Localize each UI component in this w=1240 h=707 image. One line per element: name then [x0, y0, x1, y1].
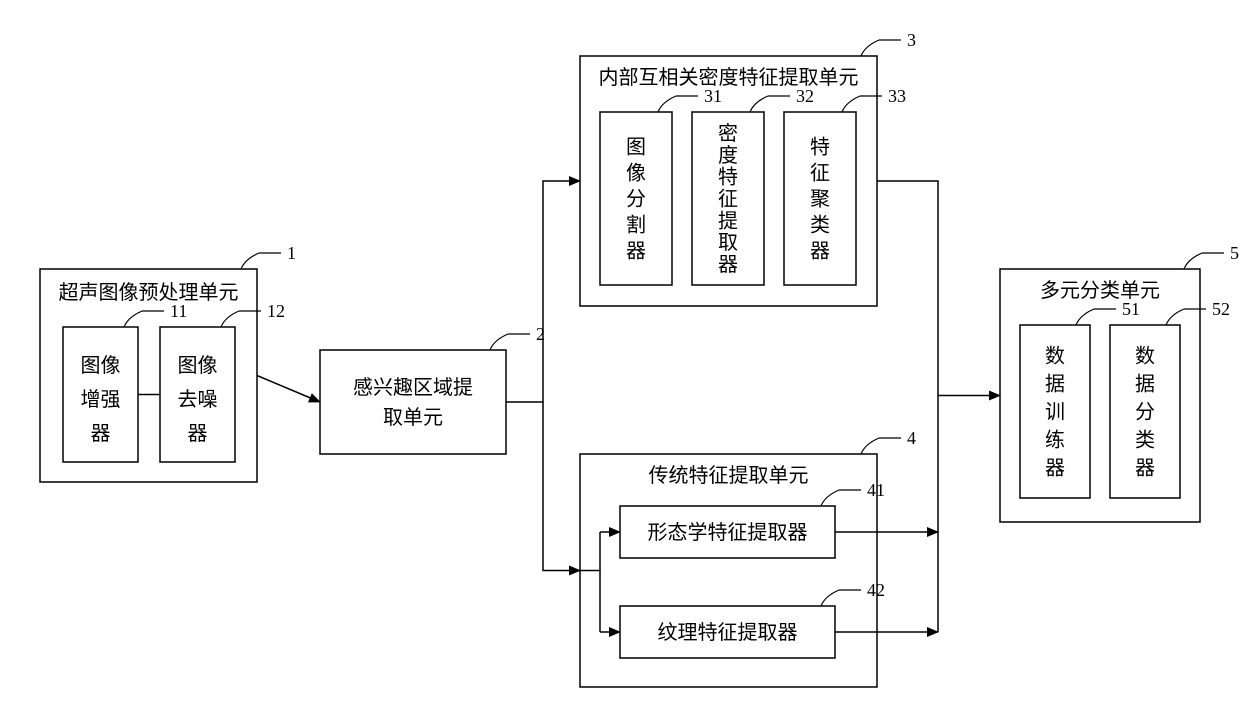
sub-31-leader — [658, 96, 676, 112]
sub-41-ref: 41 — [867, 480, 885, 500]
sub-31-ref: 31 — [704, 86, 722, 106]
svg-text:分: 分 — [1135, 401, 1155, 424]
svg-text:据: 据 — [1135, 373, 1155, 396]
sub-11-leader — [124, 311, 142, 327]
conn-3-5 — [877, 181, 1000, 396]
svg-text:割: 割 — [626, 214, 646, 237]
sub-12-label: 图像去噪器 — [178, 354, 218, 445]
unit-5-ref: 5 — [1230, 243, 1239, 263]
svg-text:征: 征 — [810, 162, 830, 185]
sub-42-label: 纹理特征提取器 — [658, 621, 798, 644]
unit-4-title: 传统特征提取单元 — [649, 464, 809, 487]
svg-text:器: 器 — [1135, 458, 1155, 480]
sub-31-label: 图像分割器 — [626, 137, 646, 263]
svg-text:特: 特 — [810, 136, 830, 159]
sub-51-label: 数据训练器 — [1045, 345, 1065, 480]
sub-51-ref: 51 — [1122, 299, 1140, 319]
sub-33-leader — [842, 96, 860, 112]
svg-text:数: 数 — [1045, 345, 1065, 368]
unit-5-leader — [1184, 253, 1202, 269]
svg-text:分: 分 — [626, 188, 646, 211]
svg-text:器: 器 — [91, 423, 111, 445]
conn-2-4 — [543, 402, 580, 571]
unit-4-ref: 4 — [907, 428, 916, 448]
unit-1-title: 超声图像预处理单元 — [59, 281, 239, 304]
sub-52-ref: 52 — [1212, 299, 1230, 319]
svg-text:感兴趣区域提: 感兴趣区域提 — [353, 376, 473, 399]
system-diagram: 超声图像预处理单元1图像增强器11图像去噪器12感兴趣区域提取单元2内部互相关密… — [0, 0, 1240, 707]
svg-text:聚: 聚 — [810, 189, 830, 211]
conn-2-3 — [506, 181, 580, 402]
svg-text:征: 征 — [718, 188, 738, 211]
svg-text:特: 特 — [718, 166, 738, 189]
unit-2-title: 感兴趣区域提取单元 — [353, 376, 473, 429]
svg-text:器: 器 — [626, 241, 646, 263]
svg-text:类: 类 — [1135, 429, 1155, 452]
unit-1-leader — [241, 253, 259, 269]
svg-text:度: 度 — [718, 144, 738, 167]
unit-3-title: 内部互相关密度特征提取单元 — [599, 66, 859, 89]
unit-1-ref: 1 — [287, 243, 296, 263]
unit-4-leader — [861, 438, 879, 454]
unit-4 — [580, 454, 877, 687]
svg-text:图像: 图像 — [81, 354, 121, 377]
sub-33-ref: 33 — [888, 86, 906, 106]
svg-text:图像: 图像 — [178, 354, 218, 377]
sub-33-label: 特征聚类器 — [810, 136, 830, 263]
unit-3-ref: 3 — [907, 30, 916, 50]
sub-11-label: 图像增强器 — [81, 354, 121, 445]
sub-42-leader — [821, 590, 839, 606]
svg-text:像: 像 — [626, 162, 646, 185]
svg-text:数: 数 — [1135, 345, 1155, 368]
svg-text:图: 图 — [626, 137, 646, 159]
sub-51-leader — [1076, 309, 1094, 325]
svg-text:器: 器 — [1045, 458, 1065, 480]
unit-3-leader — [861, 40, 879, 56]
sub-32-label: 密度特征提取器 — [718, 122, 738, 276]
unit-5 — [1000, 269, 1200, 522]
sub-11-ref: 11 — [170, 301, 187, 321]
conn-1-2 — [257, 376, 320, 403]
sub-12-ref: 12 — [267, 301, 285, 321]
sub-41-leader — [821, 490, 839, 506]
unit-5-title: 多元分类单元 — [1040, 279, 1160, 302]
svg-text:类: 类 — [810, 214, 830, 237]
sub-52-leader — [1166, 309, 1184, 325]
svg-text:器: 器 — [718, 254, 738, 276]
svg-text:去噪: 去噪 — [178, 388, 218, 411]
svg-text:训: 训 — [1045, 401, 1065, 424]
svg-text:提: 提 — [718, 209, 738, 232]
svg-text:据: 据 — [1045, 373, 1065, 396]
sub-42-ref: 42 — [867, 580, 885, 600]
sub-52-label: 数据分类器 — [1135, 345, 1155, 480]
sub-12-leader — [221, 311, 239, 327]
svg-text:增强: 增强 — [81, 388, 121, 411]
sub-32-leader — [750, 96, 768, 112]
sub-32-ref: 32 — [796, 86, 814, 106]
svg-text:器: 器 — [188, 423, 208, 445]
svg-text:器: 器 — [810, 241, 830, 263]
svg-text:练: 练 — [1045, 429, 1065, 452]
svg-text:取单元: 取单元 — [383, 406, 443, 429]
unit-2 — [320, 350, 506, 454]
sub-41-label: 形态学特征提取器 — [648, 521, 808, 544]
svg-text:密: 密 — [718, 122, 738, 145]
svg-text:取: 取 — [718, 232, 738, 254]
unit-2-leader — [490, 334, 508, 350]
